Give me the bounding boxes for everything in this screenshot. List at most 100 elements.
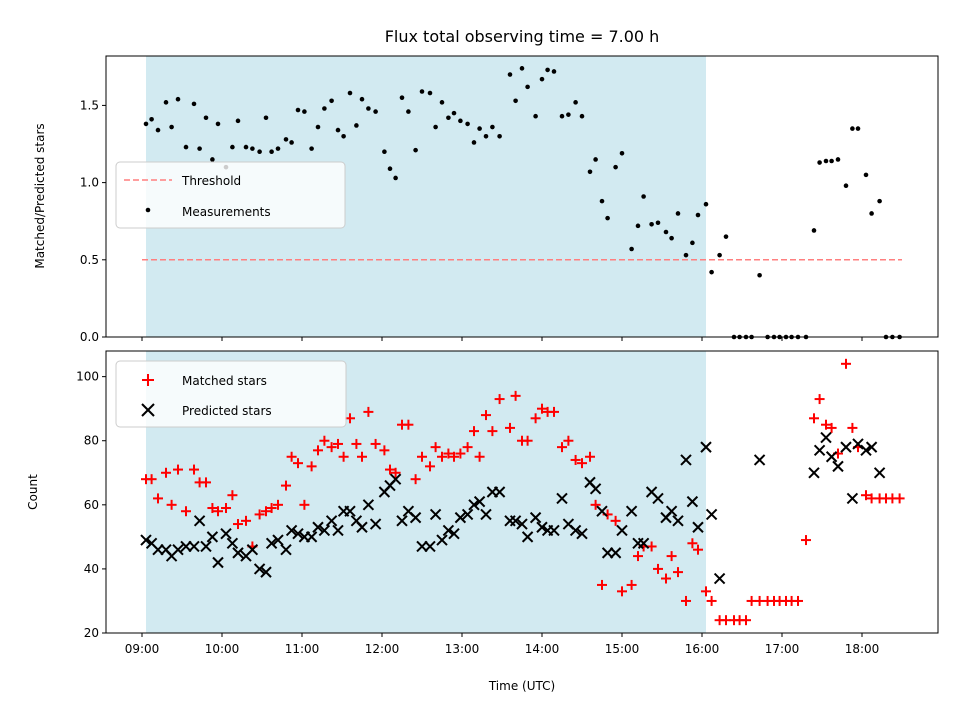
measurement-point <box>649 221 654 227</box>
measurement-point <box>341 133 346 139</box>
x-tick-label: 09:00 <box>125 642 160 656</box>
y-tick-label: 0.5 <box>80 253 99 267</box>
measurement-point <box>513 98 518 104</box>
measurement-point <box>539 76 545 82</box>
matched-star-point <box>273 499 283 510</box>
predicted-star-point <box>312 521 324 533</box>
matched-star-point <box>801 535 811 546</box>
measurement-point <box>359 96 365 102</box>
matched-star-point <box>181 506 191 517</box>
measurement-point <box>283 137 289 142</box>
predicted-star-point <box>813 444 826 457</box>
measurement-point <box>322 106 327 111</box>
measurement-point <box>641 194 646 199</box>
predicted-star-point <box>172 543 184 556</box>
predicted-star-point <box>272 534 284 546</box>
measurement-point <box>593 157 598 162</box>
matched-star-point <box>841 358 851 369</box>
predicted-star-point <box>265 537 278 549</box>
measurement-point <box>197 146 202 151</box>
y-tick-label: 20 <box>84 626 99 640</box>
predicted-star-point <box>325 515 338 527</box>
x-tick-label: 12:00 <box>365 642 400 656</box>
predicted-star-point <box>232 547 244 559</box>
predicted-star-point <box>448 527 460 540</box>
measurement-point <box>545 67 550 73</box>
predicted-star-point <box>616 524 628 537</box>
matched-star-point <box>577 458 587 469</box>
measurement-point <box>683 252 689 258</box>
matched-star-point <box>241 515 251 526</box>
bottom-y-axis-label: Count <box>26 474 40 510</box>
predicted-star-point <box>188 540 200 553</box>
matched-star-point <box>861 490 871 501</box>
matched-star-point <box>505 422 515 433</box>
measurement-point <box>163 100 169 105</box>
matched-star-point <box>293 458 303 469</box>
measurement-point <box>490 124 495 130</box>
predicted-star-point <box>292 527 304 540</box>
x-tick-label: 13:00 <box>445 642 480 656</box>
measurement-point <box>663 229 669 235</box>
top-panel: Flux total observing time = 7.00 h 0.00.… <box>33 27 939 344</box>
measurement-point <box>587 169 593 175</box>
x-tick-label: 10:00 <box>205 642 240 656</box>
measurement-point <box>855 126 861 131</box>
matched-star-point <box>522 435 533 446</box>
measurement-point <box>757 272 762 278</box>
measurement-point <box>257 149 262 155</box>
matched-star-point <box>894 493 905 504</box>
predicted-star-point <box>665 505 678 517</box>
y-tick-label: 60 <box>84 498 99 512</box>
matched-star-point <box>653 563 663 574</box>
predicted-star-point <box>820 431 832 444</box>
matched-star-point <box>254 509 265 520</box>
matched-star-point <box>261 506 271 517</box>
predicted-star-point <box>212 556 224 569</box>
measurement-point <box>877 198 882 204</box>
predicted-star-point <box>409 511 422 524</box>
predicted-star-point <box>424 540 436 553</box>
matched-legend-label: Matched stars <box>182 374 267 388</box>
threshold-legend-label: Threshold <box>181 174 241 188</box>
measurement-point <box>295 107 301 113</box>
matched-star-point <box>537 403 547 414</box>
measurement-point <box>723 234 729 239</box>
measurement-point <box>579 113 585 119</box>
measurement-point <box>599 198 605 204</box>
predicted-star-point <box>808 467 820 479</box>
matched-stars-points <box>141 358 905 626</box>
measurement-point <box>433 124 438 130</box>
matched-star-point <box>379 445 390 456</box>
measurement-point <box>629 246 634 252</box>
measurement-point <box>335 127 341 133</box>
bottom-panel: 20 40 60 80 100 09:00 10:00 11:00 12:00 13:00 14:… <box>26 350 939 693</box>
matched-star-point <box>357 451 367 462</box>
measurement-point <box>382 149 387 155</box>
matched-star-point <box>345 413 355 424</box>
measurement-point <box>347 90 353 96</box>
measurement-point <box>507 72 513 77</box>
measurement-point <box>215 121 221 127</box>
measurements-legend-label: Measurements <box>182 205 271 219</box>
measurement-point <box>690 240 695 246</box>
bottom-legend: Matched stars Predicted stars <box>115 360 347 428</box>
matched-star-point <box>661 573 671 584</box>
y-tick-label: 100 <box>76 370 99 384</box>
predicted-star-point <box>652 492 664 505</box>
x-tick-label: 18:00 <box>845 642 880 656</box>
matched-star-point <box>363 406 374 417</box>
predicted-star-point <box>672 515 684 527</box>
predicted-star-point <box>468 499 480 511</box>
measurements-legend-swatch <box>145 207 151 213</box>
measurement-point <box>354 123 359 128</box>
predicted-star-point <box>493 486 506 498</box>
predicted-star-point <box>832 460 844 473</box>
matched-star-point <box>161 467 171 478</box>
top-y-axis-label: Matched/Predicted stars <box>33 123 47 268</box>
predicted-star-point <box>332 524 344 537</box>
matched-star-point <box>227 490 238 501</box>
predicted-star-point <box>140 534 152 546</box>
matched-star-point <box>706 595 717 606</box>
